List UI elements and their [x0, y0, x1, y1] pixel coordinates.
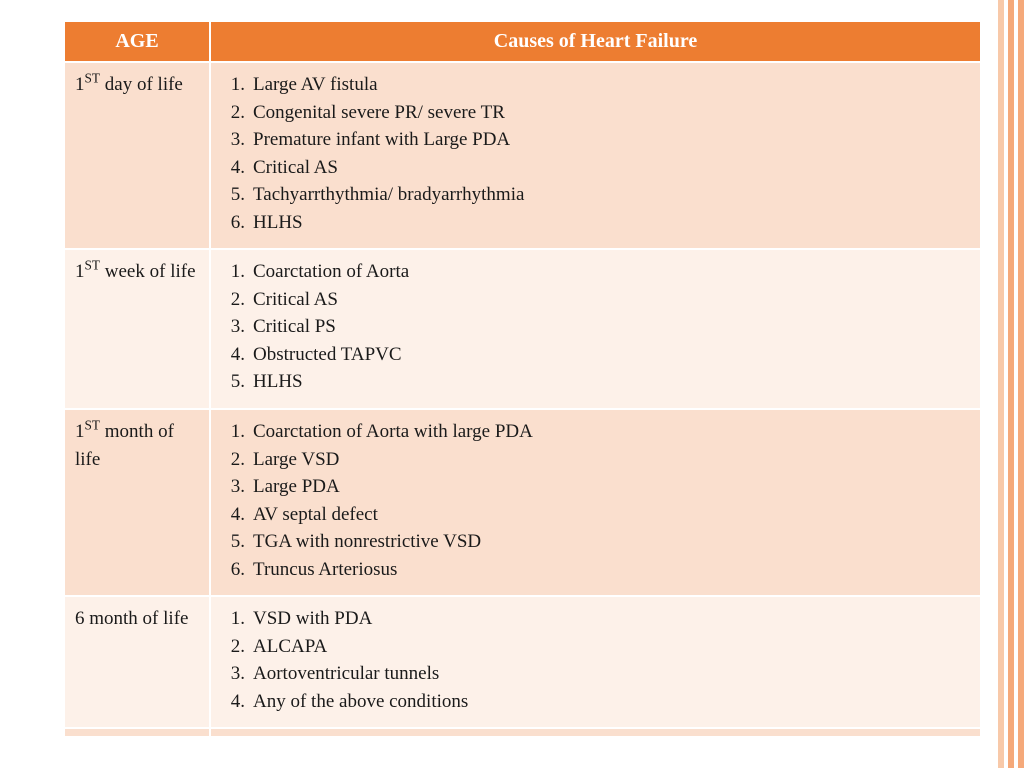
list-item: Critical PS [249, 313, 970, 341]
table-row: 1ST week of lifeCoarctation of AortaCrit… [65, 249, 980, 409]
causes-cell: Large AV fistulaCongenital severe PR/ se… [210, 62, 980, 249]
list-item: Truncus Arteriosus [249, 556, 970, 584]
list-item: Large AV fistula [249, 71, 970, 99]
list-item: Tachyarrthythmia/ bradyarrhythmia [249, 181, 970, 209]
table-row: 1ST day of lifeLarge AV fistulaCongenita… [65, 62, 980, 249]
list-item: Aortoventricular tunnels [249, 660, 970, 688]
table-row: 6 month of lifeVSD with PDAALCAPAAortove… [65, 596, 980, 728]
col-header-age: AGE [65, 22, 210, 62]
heart-failure-table: AGE Causes of Heart Failure 1ST day of l… [65, 22, 980, 736]
list-item: Large VSD [249, 446, 970, 474]
list-item: ALCAPA [249, 633, 970, 661]
list-item: Coarctation of Aorta with large PDA [249, 418, 970, 446]
list-item: HLHS [249, 368, 970, 396]
col-header-causes: Causes of Heart Failure [210, 22, 980, 62]
list-item: HLHS [249, 209, 970, 237]
table-row [65, 728, 980, 736]
list-item: Coarctation of Aorta [249, 258, 970, 286]
list-item: Premature infant with Large PDA [249, 126, 970, 154]
list-item: Any of the above conditions [249, 688, 970, 716]
causes-cell: Coarctation of AortaCritical ASCritical … [210, 249, 980, 409]
list-item: Critical AS [249, 154, 970, 182]
list-item: Large PDA [249, 473, 970, 501]
list-item: VSD with PDA [249, 605, 970, 633]
causes-cell: VSD with PDAALCAPAAortoventricular tunne… [210, 596, 980, 728]
list-item: TGA with nonrestrictive VSD [249, 528, 970, 556]
list-item: AV septal defect [249, 501, 970, 529]
age-cell: 6 month of life [65, 596, 210, 728]
table-row: 1ST month of lifeCoarctation of Aorta wi… [65, 409, 980, 596]
content-table-container: AGE Causes of Heart Failure 1ST day of l… [65, 22, 980, 736]
list-item: Obstructed TAPVC [249, 341, 970, 369]
age-cell: 1ST week of life [65, 249, 210, 409]
slide-right-border [998, 0, 1024, 768]
causes-cell: Coarctation of Aorta with large PDALarge… [210, 409, 980, 596]
age-cell: 1ST month of life [65, 409, 210, 596]
age-cell: 1ST day of life [65, 62, 210, 249]
list-item: Congenital severe PR/ severe TR [249, 99, 970, 127]
list-item: Critical AS [249, 286, 970, 314]
